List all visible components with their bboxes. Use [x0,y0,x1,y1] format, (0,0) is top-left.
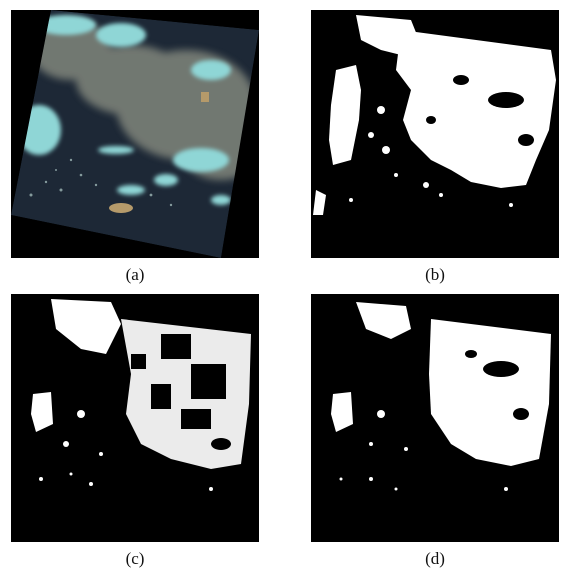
caption-c: (c) [125,549,145,568]
caption-b: (b) [425,265,445,284]
satellite-scene [11,10,259,258]
panel-c-cloud-mask [11,294,259,542]
panel-b-cloud-mask [311,10,559,258]
cloud-mask-b [311,10,559,258]
cloud-mask-c [11,294,259,542]
cloud-mask-d [311,294,559,542]
caption-a: (a) [125,265,145,284]
panel-d-cloud-mask [311,294,559,542]
caption-d: (d) [425,549,445,568]
panel-a-satellite-image [11,10,259,258]
